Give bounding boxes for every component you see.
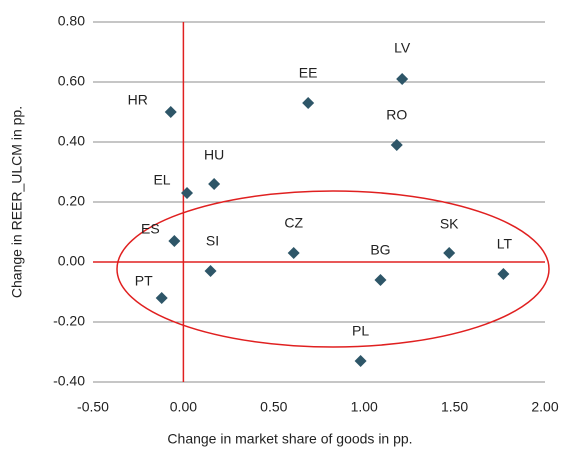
point-label: PL xyxy=(352,323,369,339)
y-tick-label: 0.00 xyxy=(58,253,85,269)
point-label: EE xyxy=(299,65,318,81)
point-label: SK xyxy=(440,216,459,232)
y-tick-label: 0.80 xyxy=(58,13,85,29)
point-label: LV xyxy=(394,40,411,56)
point-label: HU xyxy=(204,147,224,163)
point xyxy=(287,247,300,259)
point xyxy=(302,97,315,109)
point xyxy=(497,268,510,280)
point-label: BG xyxy=(370,242,390,258)
point-label: SI xyxy=(206,233,219,249)
y-tick-label: 0.40 xyxy=(58,133,85,149)
highlight-ellipse xyxy=(116,190,550,348)
point-label: LT xyxy=(497,236,513,252)
point-label: EL xyxy=(153,172,170,188)
x-tick-label: 1.00 xyxy=(351,399,378,415)
point xyxy=(396,73,409,85)
point xyxy=(208,178,221,190)
point-label: HR xyxy=(128,92,148,108)
point-label: ES xyxy=(141,221,160,237)
x-tick-label: 0.00 xyxy=(170,399,197,415)
point xyxy=(354,355,367,367)
x-tick-label: 1.50 xyxy=(441,399,468,415)
point xyxy=(204,265,217,277)
x-tick-label: -0.50 xyxy=(77,399,109,415)
y-tick-label: -0.20 xyxy=(53,313,85,329)
point xyxy=(181,187,194,199)
x-axis-label: Change in market share of goods in pp. xyxy=(167,431,412,447)
point xyxy=(168,235,181,247)
point xyxy=(164,106,177,118)
y-tick-label: 0.20 xyxy=(58,193,85,209)
point xyxy=(390,139,403,151)
point xyxy=(155,292,168,304)
x-tick-label: 2.00 xyxy=(531,399,558,415)
y-tick-label: 0.60 xyxy=(58,73,85,89)
point xyxy=(443,247,456,259)
point-label: CZ xyxy=(284,215,303,231)
point-label: PT xyxy=(135,273,153,289)
point xyxy=(374,274,387,286)
y-axis-label: Change in REER_ULCM in pp. xyxy=(9,106,25,298)
point-label: RO xyxy=(386,107,407,123)
x-tick-label: 0.50 xyxy=(260,399,287,415)
y-tick-label: -0.40 xyxy=(53,373,85,389)
